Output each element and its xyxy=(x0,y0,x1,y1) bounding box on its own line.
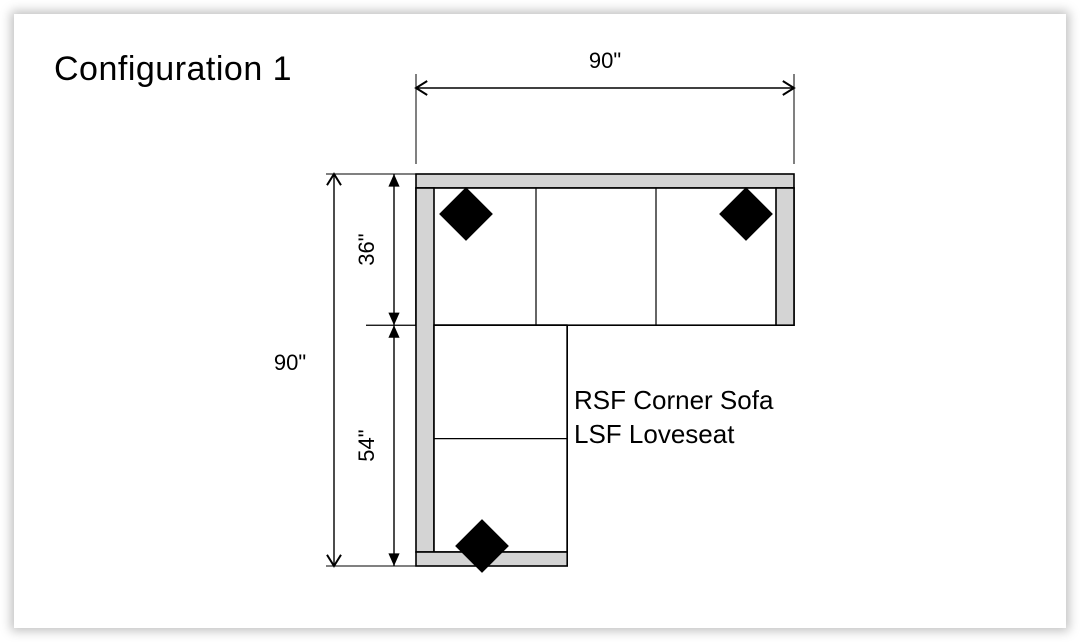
diagram-card: Configuration 1 90"90"36"54" RSF Corner … xyxy=(14,14,1066,628)
desc-line-1: RSF Corner Sofa xyxy=(574,384,773,418)
svg-text:36": 36" xyxy=(354,233,379,265)
svg-text:90": 90" xyxy=(589,48,621,73)
svg-text:54": 54" xyxy=(354,429,379,461)
desc-line-2: LSF Loveseat xyxy=(574,418,773,452)
svg-text:90": 90" xyxy=(274,350,306,375)
sofa-diagram: 90" 90" 36" 54" xyxy=(14,14,1066,628)
config-description: RSF Corner Sofa LSF Loveseat xyxy=(574,384,773,452)
